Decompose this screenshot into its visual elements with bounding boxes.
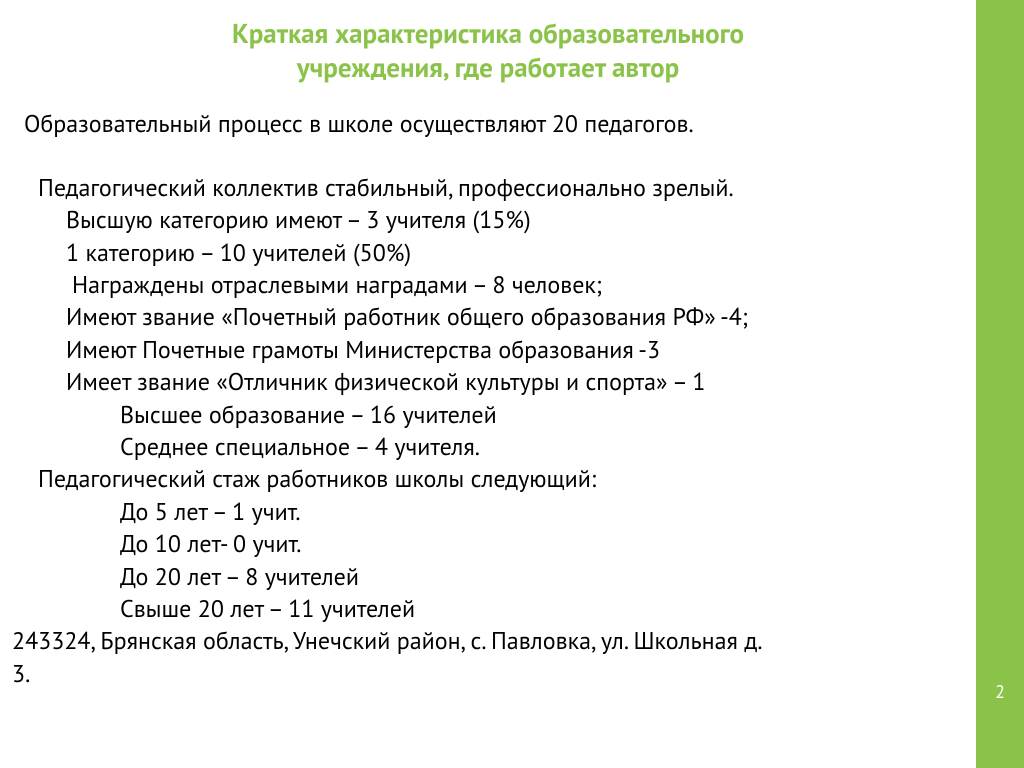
line-exp-over-20-years: Свыше 20 лет – 11 учителей xyxy=(10,593,966,625)
line-higher-education: Высшее образование – 16 учителей xyxy=(10,399,966,431)
accent-sidebar xyxy=(976,0,1024,768)
line-first-category: 1 категорию – 10 учителей (50%) xyxy=(10,237,966,269)
line-highest-category: Высшую категорию имеют – 3 учителя (15%) xyxy=(10,204,966,236)
line-industry-awards: Награждены отраслевыми наградами – 8 чел… xyxy=(10,269,966,301)
page-number: 2 xyxy=(976,680,1024,703)
line-exp-20-years: До 20 лет – 8 учителей xyxy=(10,561,966,593)
line-sport-title: Имеет звание «Отличник физической культу… xyxy=(10,366,966,398)
line-secondary-education: Среднее специальное – 4 учителя. xyxy=(10,431,966,463)
paragraph-intro: Образовательный процесс в школе осуществ… xyxy=(10,108,966,140)
title-line-1: Краткая характеристика образовательного xyxy=(10,18,966,52)
line-experience-header: Педагогический стаж работников школы сле… xyxy=(10,463,966,495)
line-address-2: 3. xyxy=(10,658,966,690)
line-exp-10-years: До 10 лет- 0 учит. xyxy=(10,528,966,560)
line-honor-certificates: Имеют Почетные грамоты Министерства обра… xyxy=(10,334,966,366)
title-line-2: учреждения, где работает автор xyxy=(10,52,966,86)
slide-content: Краткая характеристика образовательного … xyxy=(0,0,976,768)
line-address-1: 243324, Брянская область, Унечский район… xyxy=(10,625,966,657)
slide-title: Краткая характеристика образовательного … xyxy=(10,18,966,86)
paragraph-stable: Педагогический коллектив стабильный, про… xyxy=(10,172,966,204)
line-honored-worker: Имеют звание «Почетный работник общего о… xyxy=(10,301,966,333)
line-exp-5-years: До 5 лет – 1 учит. xyxy=(10,496,966,528)
body-text: Образовательный процесс в школе осуществ… xyxy=(10,108,966,691)
